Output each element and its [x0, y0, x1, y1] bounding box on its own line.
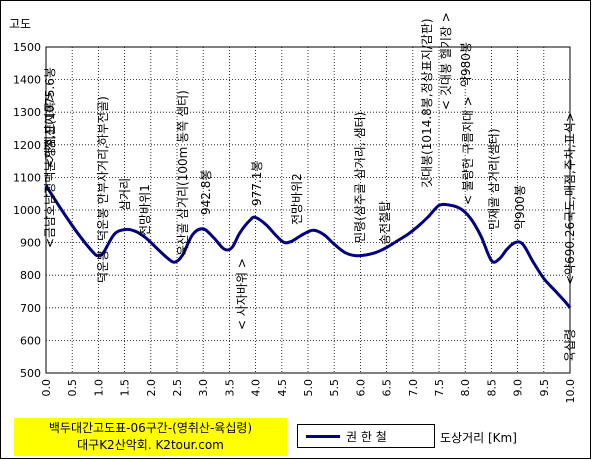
y-tick-label: 1400: [13, 74, 41, 87]
legend-label: 권 한 철: [346, 430, 387, 444]
annotation-label: <금남호남정맥분기점,표지목>: [43, 92, 57, 248]
caption-club: 대구K2산악회. K2tour.com: [77, 438, 224, 452]
x-tick-label: 4.5: [276, 379, 289, 397]
x-tick-label: 8.0: [459, 379, 472, 397]
y-tick-label: 900: [20, 237, 41, 250]
series-line: [44, 184, 572, 309]
annotation-label: 977.1봉: [250, 161, 264, 206]
annotation-label: <약690.26국도,매점,주차,표석>: [562, 112, 577, 285]
tick-labels: 500 600 700 800 900 1000 1100 1200 1300 1400 1500 0…: [13, 41, 577, 404]
y-tick-label: 1200: [13, 139, 41, 152]
y-tick-label: 1500: [13, 41, 41, 54]
annotation-label: 덕운봉: [96, 250, 110, 283]
y-tick-label: 500: [20, 367, 41, 380]
legend: 권 한 철: [297, 424, 435, 448]
x-tick-label: 9.0: [512, 379, 525, 397]
annotation-label: 942.8봉: [199, 170, 213, 215]
annotation-label: 송전철탑: [378, 201, 392, 245]
x-axis-label: 도상거리 [Km]: [440, 431, 517, 445]
x-tick-label: 1.5: [119, 379, 132, 397]
x-tick-label: 4.0: [250, 379, 263, 397]
y-tick-label: 1100: [13, 171, 41, 184]
annotation-label: < 사자바위 >: [235, 258, 249, 330]
x-tick-label: 0.0: [40, 379, 53, 397]
caption-title: 백두대간고도표-06구간-(영취산-육십령): [48, 421, 253, 435]
x-tick-label: 5.0: [302, 379, 315, 397]
x-tick-label: 5.5: [328, 379, 341, 397]
annotation-label: 육십령: [563, 329, 577, 362]
legend-swatch: [306, 435, 340, 438]
x-tick-label: 6.0: [354, 379, 367, 397]
x-tick-label: 10.0: [564, 379, 577, 404]
axes: [45, 46, 571, 374]
y-tick-label: 1300: [13, 106, 41, 119]
y-tick-label: 800: [20, 269, 41, 282]
series-lines: [44, 184, 572, 309]
x-tick-label: 6.5: [381, 379, 394, 397]
x-tick-label: 3.5: [223, 379, 236, 397]
annotation-label: 삼거리: [118, 178, 132, 211]
plot-border: [45, 46, 571, 374]
x-tick-label: 8.5: [485, 379, 498, 397]
x-tick-label: 3.0: [197, 379, 210, 397]
x-tick-label: 2.5: [171, 379, 184, 397]
y-tick-label: 600: [20, 334, 41, 347]
annotation-label: 깃대봉(1014.8봉,정상표지/감판): [420, 18, 434, 188]
annotation-label: 전망바위1: [138, 184, 152, 236]
annotations: <영취산(1075.6봉<금남호남정맥분기점,표지목> 덕운봉 안부사거리,하부전…: [43, 12, 577, 362]
annotation-label: 약900봉: [512, 185, 527, 230]
x-tick-label: 7.0: [407, 379, 420, 397]
annotation-label: 약980봉: [458, 42, 473, 87]
annotation-label: < 깃대봉 헬기장 >: [439, 12, 453, 110]
annotation-label: <영취산(1075.6봉: [43, 67, 57, 168]
x-tick-label: 0.5: [66, 379, 79, 397]
annotation-label: 육산골 삼거리(100m 동쪽 샘터): [176, 90, 190, 256]
x-tick-label: 2.0: [145, 379, 158, 397]
chart-caption: 백두대간고도표-06구간-(영취산-육십령) 대구K2산악회. K2tour.c…: [14, 418, 287, 456]
annotation-label: 덕운봉 안부사거리,하부전골): [96, 96, 110, 241]
x-tick-label: 1.0: [92, 379, 105, 397]
x-tick-label: 9.5: [538, 379, 551, 397]
annotation-label: 민재골 삼거리(샘터): [487, 129, 501, 231]
annotation-label: 민령(삼주골 삼거리, 샘터): [353, 112, 367, 243]
annotation-label: < 불량헌 구름지대 >: [461, 96, 475, 205]
y-axis-label: 고도: [9, 17, 31, 31]
annotation-label: 전망바위2: [290, 173, 304, 225]
x-tick-label: 7.5: [433, 379, 446, 397]
y-tick-label: 700: [20, 302, 41, 315]
y-tick-label: 1000: [13, 204, 41, 217]
